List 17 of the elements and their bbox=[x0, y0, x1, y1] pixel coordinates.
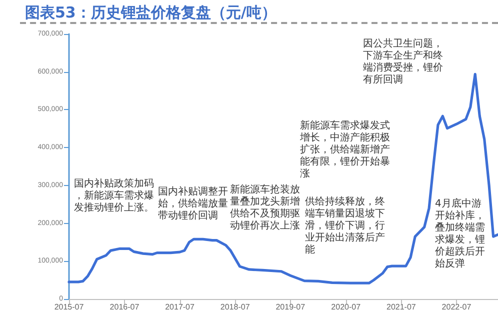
annotation: 国内补贴政策加码，新能源车需求爆发推动锂价上涨。 bbox=[74, 178, 154, 214]
annotation: 新能源车需求爆发式增长，中游产能积极扩张，供给端新增产能有限，锂价开始暴涨 bbox=[299, 120, 390, 180]
annotation: 4月底中游开始补库，叠加终端需求爆发，锂价超跌后开始反弹 bbox=[434, 198, 485, 270]
line-series bbox=[68, 72, 498, 284]
x-tick-label: 2022-07 bbox=[442, 302, 472, 312]
x-tick-label: 2016-07 bbox=[110, 302, 140, 312]
x-tick-label: 2017-07 bbox=[165, 302, 196, 312]
x-tick-label: 2019-07 bbox=[276, 302, 306, 312]
annotation: 新能源车抢装放量叠加龙头新增供给不及预期驱动锂价再次上涨 bbox=[230, 184, 300, 232]
x-tick-label: 2021-07 bbox=[386, 302, 416, 312]
annotation: 国内补贴调整开始，供给端放量带动锂价回调 bbox=[158, 186, 228, 222]
x-tick-label: 2015-07 bbox=[54, 302, 84, 312]
annotation: 因公共卫生问题，下游车企生产和终端消费受挫，锂价有所回调 bbox=[363, 38, 443, 86]
x-tick-label: 2018-07 bbox=[220, 302, 250, 312]
x-tick-label: 2020-07 bbox=[331, 302, 362, 312]
annotation: 供给持续释放，终端车销量因退坡下滑，锂价下调，行业开始出清落后产能 bbox=[305, 196, 385, 256]
chart-title: 图表53：历史锂盐价格复盘（元/吨） bbox=[25, 4, 276, 22]
